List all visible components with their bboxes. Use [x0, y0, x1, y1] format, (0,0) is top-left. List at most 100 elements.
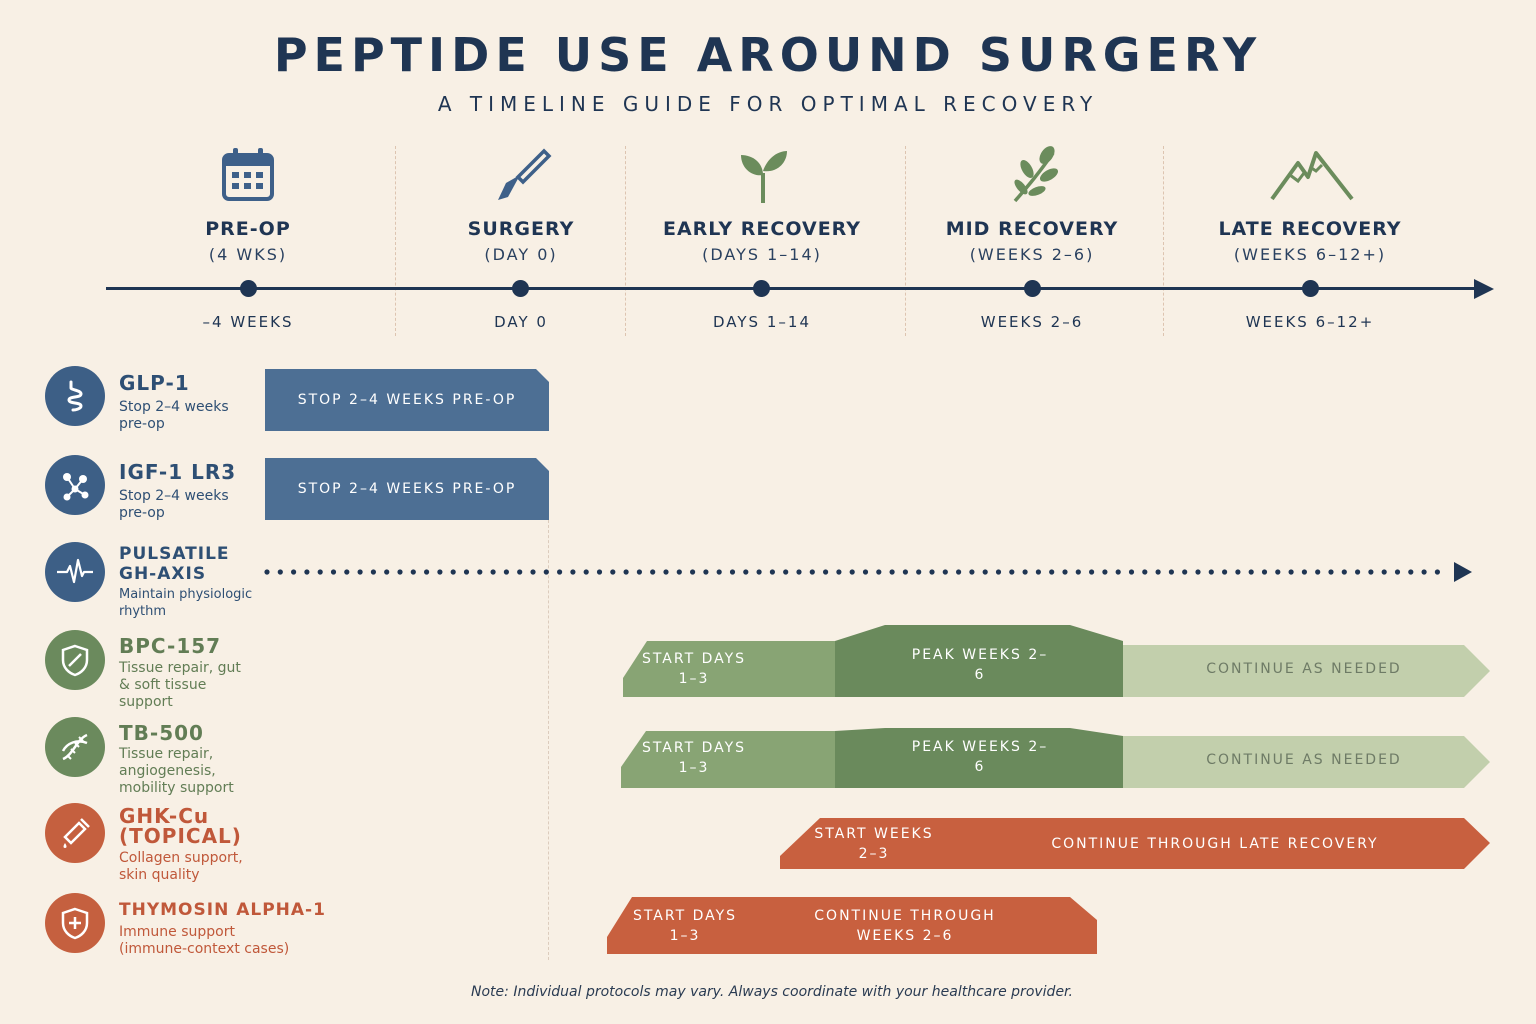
- gh-axis-dot: [796, 569, 802, 575]
- gh-axis-dot: [503, 569, 509, 575]
- gh-axis-dot: [690, 569, 696, 575]
- gh-axis-dot: [1089, 569, 1095, 575]
- gh-axis-dot: [743, 569, 749, 575]
- gh-axis-dot: [370, 569, 376, 575]
- page-title: PEPTIDE USE AROUND SURGERY: [273, 28, 1263, 82]
- gh-axis-dot: [1355, 569, 1361, 575]
- gh-axis-dot: [836, 569, 842, 575]
- page-subtitle: A TIMELINE GUIDE FOR OPTIMAL RECOVERY: [437, 92, 1099, 116]
- gh-axis-dot: [1394, 569, 1401, 575]
- phase-name-pre-op: PRE-OP: [205, 218, 291, 240]
- gh-axis-dot: [902, 569, 909, 575]
- timeline-marker: [1024, 280, 1041, 297]
- gh-axis-dot: [437, 569, 443, 575]
- gh-axis-dot: [849, 569, 855, 575]
- gh-axis-dot: [636, 569, 643, 575]
- gh-axis-dot: [716, 569, 722, 575]
- phase-name-surgery: SURGERY: [467, 218, 575, 240]
- gh-axis-dot: [1315, 569, 1321, 575]
- gh-axis-dot: [610, 569, 616, 575]
- gh-axis-dot: [783, 569, 789, 575]
- phase-divider: [1163, 146, 1164, 336]
- gh-axis-dot: [1222, 569, 1228, 575]
- gh-axis-dot: [703, 569, 709, 575]
- peptide-desc-tb500: Tissue repair, angiogenesis, mobility su…: [119, 746, 234, 796]
- bpc157-continue-label: CONTINUE AS NEEDED: [1206, 661, 1402, 677]
- branch-icon: [1013, 146, 1059, 203]
- phase-range-early-recovery: (DAYS 1–14): [702, 245, 822, 264]
- gh-axis-dot: [982, 569, 988, 575]
- gh-axis-dot: [876, 569, 882, 575]
- gh-axis-dot: [1301, 569, 1307, 575]
- gh-axis-dot: [1168, 569, 1174, 575]
- tb500-start-label: START DAYS 1–3: [641, 740, 747, 776]
- gh-axis-dot: [929, 569, 935, 575]
- gh-axis-dot: [969, 569, 975, 575]
- gh-axis-dot: [1434, 569, 1440, 575]
- phase-name-mid-recovery: MID RECOVERY: [945, 218, 1119, 240]
- peptide-name-tb500: TB-500: [119, 721, 204, 745]
- shield-slash-icon: [45, 630, 105, 690]
- tick-label-surgery: DAY 0: [494, 313, 548, 331]
- igf1-bar-label: STOP 2–4 WEEKS PRE-OP: [297, 481, 517, 497]
- gh-axis-arrowhead: [1454, 562, 1472, 582]
- gh-axis-dot: [570, 569, 576, 575]
- timeline-axis: [106, 287, 1478, 290]
- gh-axis-dotted-line: [264, 569, 1440, 575]
- phase-range-mid-recovery: (WEEKS 2–6): [969, 245, 1095, 264]
- peptide-name-igf1: IGF-1 LR3: [119, 460, 237, 484]
- timeline-marker: [1302, 280, 1319, 297]
- gh-axis-dot: [330, 569, 337, 575]
- gh-axis-dot: [277, 569, 283, 575]
- gh-axis-dot: [463, 569, 470, 575]
- phase-name-early-recovery: EARLY RECOVERY: [662, 218, 862, 240]
- timeline-marker: [512, 280, 529, 297]
- peptide-desc-igf1: Stop 2–4 weeks pre-op: [119, 488, 229, 521]
- ghkcu-continue-label: CONTINUE THROUGH LATE RECOVERY: [1051, 836, 1379, 852]
- gh-axis-dot: [1408, 569, 1414, 575]
- gh-axis-dot: [1275, 569, 1281, 575]
- gh-axis-dot: [1115, 569, 1121, 575]
- gh-axis-dot: [916, 569, 922, 575]
- timeline-marker: [240, 280, 257, 297]
- glp1-bar-label: STOP 2–4 WEEKS PRE-OP: [297, 392, 517, 408]
- intestine-icon: [45, 366, 105, 426]
- footer-note: Note: Individual protocols may vary. Alw…: [471, 984, 1073, 1000]
- timeline-arrow: [1474, 279, 1494, 299]
- gh-axis-dot: [1341, 569, 1347, 575]
- gh-axis-dot: [1022, 569, 1028, 575]
- gh-axis-dot: [1328, 569, 1334, 575]
- peptide-desc-ghkcu: Collagen support, skin quality: [119, 850, 243, 883]
- gh-axis-dot: [1288, 569, 1294, 575]
- calendar-icon: [222, 148, 274, 201]
- gh-axis-dot: [490, 569, 496, 575]
- gh-axis-dot: [530, 569, 536, 575]
- gh-axis-dot: [1235, 569, 1241, 575]
- peptide-desc-thymosin: Immune support (immune-context cases): [119, 924, 290, 957]
- gh-axis-dot: [357, 569, 363, 575]
- gh-axis-dot: [823, 569, 829, 575]
- tick-label-mid-recovery: WEEKS 2–6: [980, 313, 1084, 331]
- gh-axis-dot: [1075, 569, 1081, 575]
- gh-axis-dot: [1155, 569, 1161, 575]
- dropper-icon: [45, 803, 105, 863]
- phase-divider: [625, 146, 626, 336]
- gh-axis-dot: [1049, 569, 1055, 575]
- peptide-desc-bpc157: Tissue repair, gut & soft tissue support: [119, 660, 241, 710]
- gh-axis-dot: [304, 569, 310, 575]
- peptide-name-thymosin: THYMOSIN ALPHA-1: [119, 900, 326, 920]
- gh-axis-dot: [1128, 569, 1135, 575]
- dna-icon: [45, 717, 105, 777]
- gh-axis-dot: [477, 569, 483, 575]
- gh-axis-dot: [410, 569, 416, 575]
- gh-axis-dot: [1142, 569, 1148, 575]
- gh-axis-dot: [1182, 569, 1188, 575]
- gh-axis-dot: [956, 569, 962, 575]
- bpc157-start-label: START DAYS 1–3: [641, 651, 747, 687]
- gh-axis-dot: [889, 569, 895, 575]
- tb500-continue-label: CONTINUE AS NEEDED: [1206, 752, 1402, 768]
- gh-axis-dot: [650, 569, 656, 575]
- mountain-icon: [1270, 151, 1354, 201]
- gh-axis-dot: [1421, 569, 1427, 575]
- gh-axis-dot: [1195, 569, 1201, 575]
